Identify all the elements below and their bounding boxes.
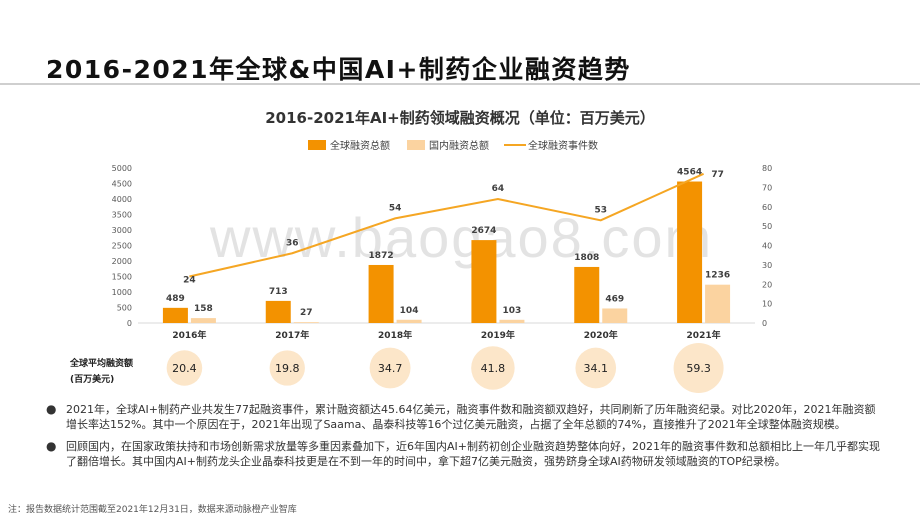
line-point-label: 24 — [183, 276, 196, 286]
line-event-count — [189, 172, 704, 278]
bar-domestic-total — [293, 322, 319, 323]
y-right-tick-label: 0 — [762, 319, 767, 328]
x-tick-label: 2019年 — [481, 329, 515, 341]
average-bubble — [166, 350, 203, 386]
bar-domestic-value-label: 103 — [503, 306, 522, 316]
bar-domestic-value-label: 1236 — [705, 271, 730, 281]
average-bubble — [269, 350, 305, 386]
legend-label: 全球融资事件数 — [528, 139, 598, 152]
bar-global-total — [368, 264, 394, 323]
bar-domestic-value-label: 469 — [605, 294, 624, 304]
bar-global-value-label: 1808 — [574, 253, 599, 263]
y-left-tick-label: 3500 — [112, 211, 132, 220]
bar-global-value-label: 1872 — [369, 251, 394, 261]
bar-global-value-label: 489 — [166, 294, 185, 304]
y-left-tick-label: 4500 — [112, 180, 132, 189]
line-point-label: 54 — [389, 203, 402, 213]
average-bubble — [575, 347, 617, 389]
x-tick-label: 2018年 — [378, 329, 412, 341]
y-left-tick-label: 1500 — [112, 273, 132, 282]
y-left-tick-label: 5000 — [112, 164, 132, 173]
x-tick-label: 2021年 — [687, 329, 721, 341]
y-right-tick-label: 80 — [762, 164, 772, 173]
bar-domestic-total — [396, 319, 422, 323]
chart-title: 2016-2021年AI+制药领域融资概况（单位：百万美元） — [265, 109, 655, 127]
legend-label: 国内融资总额 — [429, 139, 489, 152]
bullet-icon: ● — [46, 402, 57, 416]
note-text: 回顾国内，在国家政策扶持和市场创新需求放量等多重因素叠加下，近6年国内AI+制药… — [66, 440, 880, 468]
average-value: 34.1 — [584, 362, 609, 375]
bar-domestic-value-label: 158 — [194, 304, 213, 314]
average-value: 19.8 — [275, 362, 300, 375]
y-left-tick-label: 3000 — [112, 226, 132, 235]
bar-domestic-value-label: 104 — [400, 306, 419, 316]
bar-global-value-label: 713 — [269, 287, 288, 297]
note-item: ● 2021年，全球AI+制药产业共发生77起融资事件，累计融资额达45.64亿… — [44, 402, 884, 432]
x-tick-label: 2020年 — [584, 329, 618, 341]
y-left-tick-label: 2500 — [112, 242, 132, 251]
average-value: 34.7 — [378, 362, 403, 375]
bar-global-total — [471, 240, 497, 323]
notes-section: ● 2021年，全球AI+制药产业共发生77起融资事件，累计融资额达45.64亿… — [44, 402, 884, 476]
average-value: 20.4 — [172, 362, 197, 375]
y-left-tick-label: 2000 — [112, 257, 132, 266]
average-row-label: 全球平均融资额 — [69, 357, 133, 369]
average-row-unit: (百万美元) — [70, 373, 114, 385]
average-bubble — [471, 346, 515, 390]
y-right-tick-label: 20 — [762, 280, 772, 289]
average-value: 41.8 — [481, 362, 506, 375]
line-point-label: 64 — [492, 184, 505, 194]
line-point-label: 36 — [286, 238, 299, 248]
average-value: 59.3 — [686, 362, 711, 375]
bar-domestic-value-label: 27 — [300, 308, 313, 318]
legend-label: 全球融资总额 — [330, 139, 390, 152]
legend-swatch — [407, 140, 425, 150]
bar-global-total — [574, 266, 600, 323]
x-tick-label: 2017年 — [275, 329, 309, 341]
legend-swatch — [308, 140, 326, 150]
y-left-tick-label: 4000 — [112, 195, 132, 204]
bar-global-total — [162, 307, 188, 323]
average-bubble — [369, 347, 411, 389]
bar-global-total — [265, 300, 291, 323]
bar-global-value-label: 2674 — [471, 226, 496, 236]
y-right-tick-label: 50 — [762, 222, 772, 231]
bar-domestic-total — [602, 308, 628, 323]
line-point-label: 53 — [594, 205, 607, 215]
note-text: 2021年，全球AI+制药产业共发生77起融资事件，累计融资额达45.64亿美元… — [66, 403, 876, 431]
average-bubble — [673, 343, 724, 393]
page-title: 2016-2021年全球&中国AI+制药企业融资趋势 — [46, 55, 631, 84]
y-right-tick-label: 10 — [762, 300, 772, 309]
x-tick-label: 2016年 — [172, 329, 206, 341]
bar-domestic-total — [499, 319, 525, 323]
financing-chart: 0500100015002000250030003500400045005000… — [69, 139, 772, 393]
y-left-tick-label: 500 — [117, 304, 132, 313]
y-left-tick-label: 0 — [127, 319, 132, 328]
note-item: ● 回顾国内，在国家政策扶持和市场创新需求放量等多重因素叠加下，近6年国内AI+… — [44, 439, 884, 469]
bar-global-total — [677, 181, 703, 323]
line-point-label: 77 — [711, 170, 724, 180]
footnote: 注：报告数据统计范围截至2021年12月31日，数据来源动脉橙产业智库 — [8, 505, 297, 515]
bar-domestic-total — [190, 318, 216, 323]
y-left-tick-label: 1000 — [112, 288, 132, 297]
bar-domestic-total — [705, 284, 731, 323]
y-right-tick-label: 30 — [762, 261, 772, 270]
title-divider — [0, 83, 920, 85]
bar-global-value-label: 4564 — [677, 168, 702, 178]
y-right-tick-label: 70 — [762, 183, 772, 192]
y-right-tick-label: 60 — [762, 203, 772, 212]
bullet-icon: ● — [46, 439, 57, 453]
y-right-tick-label: 40 — [762, 242, 772, 251]
